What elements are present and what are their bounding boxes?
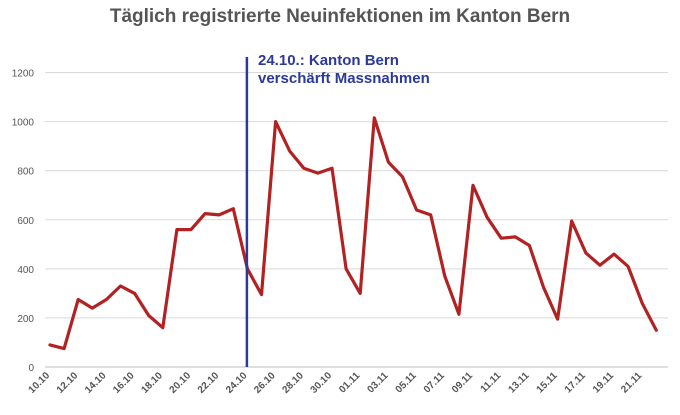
chart-title: Täglich registrierte Neuinfektionen im K… [109, 6, 571, 27]
series-line [48, 116, 658, 351]
x-tick-label: 09.11 [450, 370, 475, 395]
x-tick-label: 14.10 [83, 370, 109, 396]
y-tick-label: 600 [17, 216, 34, 227]
y-tick-label: 400 [17, 265, 34, 276]
x-tick-label: 12.10 [55, 370, 81, 396]
y-tick-label: 1000 [12, 118, 35, 129]
x-tick-label: 24.10 [224, 370, 250, 396]
x-tick-label: 19.11 [591, 370, 616, 395]
x-tick-label: 07.11 [422, 370, 447, 395]
x-tick-label: 26.10 [252, 370, 278, 396]
x-tick-label: 22.10 [196, 370, 222, 396]
x-tick-label: 13.11 [506, 370, 531, 395]
x-tick-label: 15.11 [535, 370, 560, 395]
x-tick-label: 16.10 [111, 370, 137, 396]
x-tick-label: 17.11 [563, 370, 588, 395]
y-tick-label: 1200 [12, 69, 35, 80]
x-tick-label: 20.10 [168, 370, 194, 396]
x-tick-label: 30.10 [309, 370, 335, 396]
x-tick-label: 05.11 [394, 370, 419, 395]
x-tick-label: 18.10 [139, 370, 165, 396]
y-tick-label: 800 [17, 167, 34, 178]
y-tick-label: 200 [17, 314, 34, 325]
y-tick-label: 0 [28, 363, 34, 374]
x-tick-label: 21.11 [619, 370, 644, 395]
x-tick-label: 03.11 [365, 370, 390, 395]
x-tick-label: 11.11 [479, 370, 504, 395]
x-tick-label: 01.11 [337, 370, 362, 395]
annotation-text: verschärft Massnahmen [258, 70, 430, 87]
x-tick-label: 28.10 [280, 370, 306, 396]
annotation-text: 24.10.: Kanton Bern [258, 52, 399, 69]
